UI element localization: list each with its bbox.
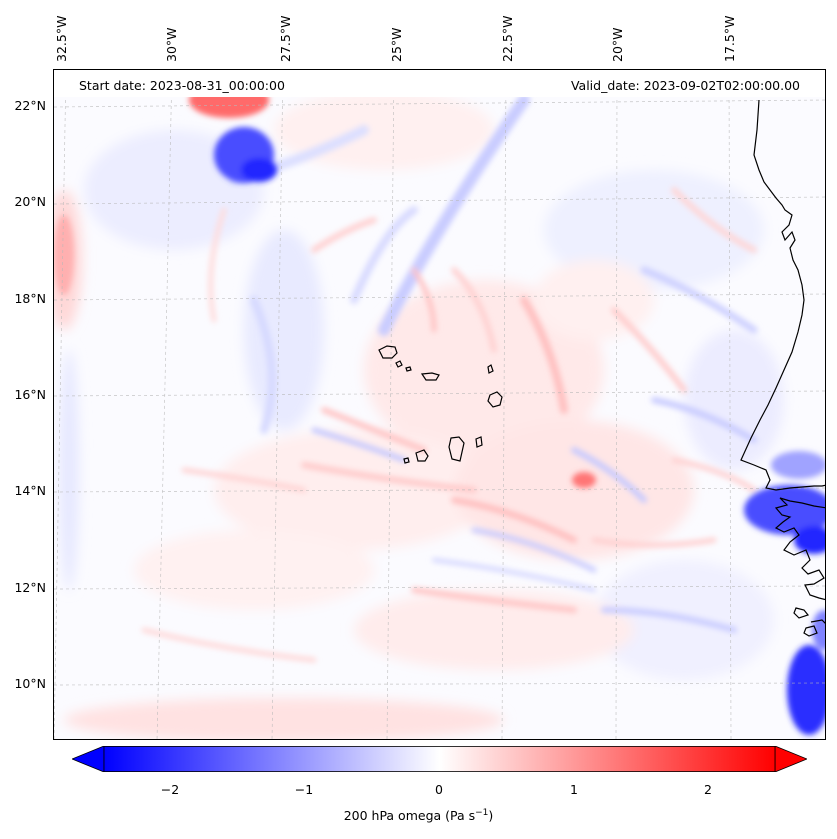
lon-label-22-5w: 22.5°W	[500, 15, 515, 62]
valid-date-label: Valid_date: 2023-09-02T02:00:00.00	[570, 78, 800, 93]
africa-coastline	[740, 99, 825, 637]
lat-label-16n: 16°N	[14, 387, 46, 402]
lon-label-30w: 30°W	[164, 27, 179, 62]
colorbar-tick-1: 1	[570, 782, 578, 797]
header-strip	[54, 70, 825, 97]
colorbar-tick-minus-2: −2	[160, 782, 180, 797]
lat-label-20n: 20°N	[14, 194, 46, 209]
map-gridlines	[54, 70, 825, 739]
lon-label-27-5w: 27.5°W	[278, 15, 293, 62]
colorbar	[72, 746, 807, 772]
colorbar-label-text: 200 hPa omega (Pa s	[343, 808, 476, 824]
colorbar-extend-low	[72, 746, 105, 772]
lon-label-25w: 25°W	[389, 27, 404, 62]
colorbar-label-exponent: −1	[475, 808, 489, 818]
lat-label-14n: 14°N	[14, 483, 46, 498]
colorbar-tick-minus-1: −1	[294, 782, 314, 797]
colorbar-tick-0: 0	[435, 782, 443, 797]
lat-label-22n: 22°N	[14, 98, 46, 113]
lon-label-20w: 20°W	[610, 27, 625, 62]
lon-label-32-5w: 32.5°W	[54, 15, 69, 62]
colorbar-extend-high	[774, 746, 807, 772]
colorbar-tick-2: 2	[704, 782, 712, 797]
lat-label-18n: 18°N	[14, 291, 46, 306]
lat-label-10n: 10°N	[14, 676, 46, 691]
omega-field-map	[54, 70, 825, 739]
lat-label-12n: 12°N	[14, 580, 46, 595]
lon-label-17-5w: 17.5°W	[722, 15, 737, 62]
start-date-label: Start date: 2023-08-31_00:00:00	[79, 78, 285, 93]
colorbar-label: 200 hPa omega (Pa s−1)	[0, 808, 837, 823]
cape-verde-islands	[378, 345, 503, 464]
map-panel	[53, 69, 826, 740]
colorbar-label-close: )	[488, 808, 494, 824]
colorbar-gradient	[103, 746, 776, 772]
